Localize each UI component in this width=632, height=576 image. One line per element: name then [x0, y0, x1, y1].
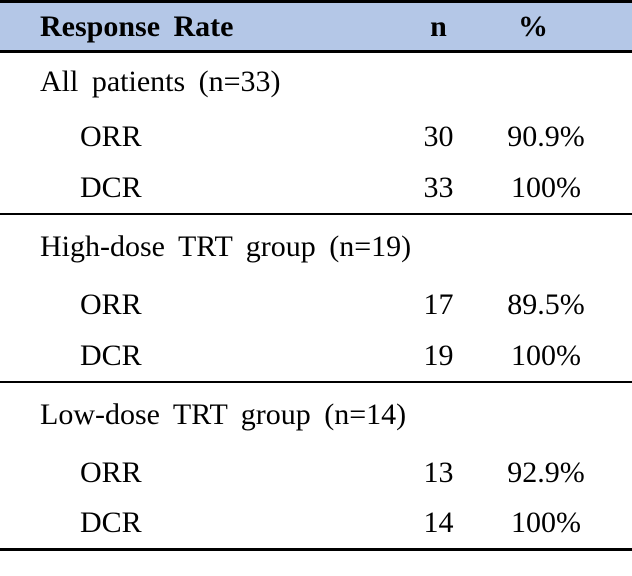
cell-percent-value: 100% [511, 170, 581, 204]
cell-percent-value: 100% [511, 338, 581, 372]
group-header-row: Low-dose TRT group (n=14) [0, 382, 632, 448]
cell-percent-value: 100% [511, 506, 581, 540]
table-header-row: Response Rate n % [0, 1, 632, 52]
table-row-dcr: DCR 33 100% [0, 163, 632, 214]
group-header-row: All patients (n=33) [0, 52, 632, 112]
row-label: ORR [80, 288, 142, 321]
row-spacer [606, 331, 632, 382]
cell-n-value: 17 [423, 288, 454, 321]
row-spacer [606, 280, 632, 331]
table-row-dcr: DCR 14 100% [0, 499, 632, 550]
cell-percent-value: 90.9% [507, 120, 585, 153]
cell-n-value: 19 [423, 338, 454, 372]
table-row-orr: ORR 17 89.5% [0, 280, 632, 331]
section-all-patients: All patients (n=33) ORR 30 90.9% DCR 33 … [0, 52, 632, 214]
row-spacer [606, 112, 632, 163]
column-header-response-rate: Response Rate [40, 9, 234, 43]
cell-n-value: 33 [423, 170, 454, 204]
cell-n-value: 14 [423, 506, 454, 540]
section-high-dose-trt: High-dose TRT group (n=19) ORR 17 89.5% … [0, 214, 632, 382]
table-row-orr: ORR 30 90.9% [0, 112, 632, 163]
group-header-row: High-dose TRT group (n=19) [0, 214, 632, 280]
section-low-dose-trt: Low-dose TRT group (n=14) ORR 13 92.9% D… [0, 382, 632, 550]
table-row-orr: ORR 13 92.9% [0, 448, 632, 499]
column-header-percent: % [518, 9, 548, 43]
cell-percent-value: 92.9% [507, 456, 585, 489]
row-label: DCR [80, 170, 142, 204]
column-header-n: n [430, 9, 447, 43]
group-label: High-dose TRT group (n=19) [40, 230, 412, 263]
group-label: All patients (n=33) [40, 65, 281, 99]
cell-n-value: 13 [423, 456, 454, 489]
header-spacer [606, 2, 632, 52]
row-label: ORR [80, 456, 142, 489]
row-spacer [606, 163, 632, 214]
row-label: ORR [80, 120, 142, 153]
group-label: Low-dose TRT group (n=14) [40, 398, 407, 431]
cell-percent-value: 89.5% [507, 288, 585, 321]
row-label: DCR [80, 338, 142, 372]
row-spacer [606, 448, 632, 499]
table-row-dcr: DCR 19 100% [0, 331, 632, 382]
row-label: DCR [80, 506, 142, 540]
table-header: Response Rate n % [0, 1, 632, 52]
cell-n-value: 30 [423, 120, 454, 153]
row-spacer [606, 499, 632, 550]
response-rate-table: Response Rate n % All patients (n=33) OR… [0, 0, 632, 550]
